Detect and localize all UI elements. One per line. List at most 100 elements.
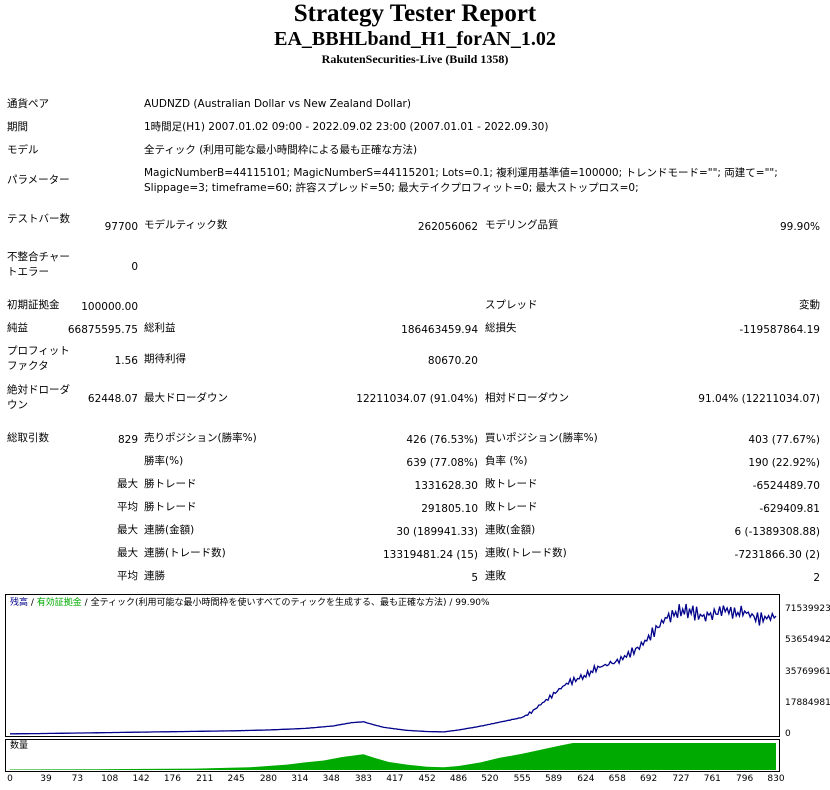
legend-separator: / <box>28 598 37 608</box>
consec-loss-amt-value: 6 (-1389308.88) <box>734 526 820 538</box>
max-dd-label: 最大ドローダウン <box>144 392 228 404</box>
avg-loss-value: -629409.81 <box>759 503 820 515</box>
x-tick-label: 280 <box>259 774 277 784</box>
abs-dd-label: 絶対ドローダウン <box>7 384 70 411</box>
mismatch-label: 不整合チャートエラー <box>7 251 70 278</box>
spread-label: スプレッド <box>485 299 538 311</box>
gross-profit-value: 186463459.94 <box>401 324 478 336</box>
symbol-value: AUDNZD (Australian Dollar vs New Zealand… <box>144 98 411 110</box>
server-build: RakutenSecurities-Live (Build 1358) <box>321 52 509 66</box>
ticks-label: モデルティック数 <box>144 219 228 231</box>
chart-legend: 残高 / 有効証拠金 / 全ティック(利用可能な最小時間枠を使いすべてのティック… <box>10 598 490 608</box>
gross-loss-value: -119587864.19 <box>739 324 820 336</box>
gross-profit-label: 総利益 <box>144 322 176 334</box>
x-tick-label: 142 <box>132 774 150 784</box>
net-label: 純益 <box>7 322 28 334</box>
rel-dd-label: 相対ドローダウン <box>485 392 569 404</box>
net-value: 66875595.75 <box>67 324 138 336</box>
x-tick-label: 348 <box>322 774 340 784</box>
model-value: 全ティック (利用可能な最小時間枠による最も正確な方法) <box>144 144 418 156</box>
x-tick-label: 692 <box>640 774 658 784</box>
largest-loss-value: -6524489.70 <box>752 480 820 492</box>
avg-win-value: 291805.10 <box>421 503 478 515</box>
consec-loss-amt-label: 連敗(金額) <box>485 524 536 536</box>
avg-consec-wins-label: 連勝 <box>144 570 165 582</box>
long-label: 買いポジション(勝率%) <box>485 432 598 444</box>
x-tick-label: 39 <box>40 774 52 784</box>
params-label: パラメーター <box>7 174 70 186</box>
largest-win-label: 勝トレード <box>144 478 197 490</box>
pf-value: 1.56 <box>114 355 138 367</box>
avg-consec-wins-value: 5 <box>471 572 478 584</box>
quality-label: モデリング品質 <box>485 219 559 231</box>
avg-label-2: 平均 <box>117 570 138 582</box>
symbol-label: 通貨ペア <box>7 98 49 110</box>
x-tick-label: 73 <box>71 774 84 784</box>
x-tick-label: 452 <box>418 774 436 784</box>
avg-loss-label: 敗トレード <box>485 501 538 513</box>
gross-loss-label: 総損失 <box>485 322 517 334</box>
x-tick-label: 314 <box>291 774 309 784</box>
expected-value: 80670.20 <box>427 355 478 367</box>
model-label: モデル <box>7 144 39 156</box>
avg-consec-loss-label: 連敗 <box>485 570 506 582</box>
x-tick-label: 830 <box>767 774 785 784</box>
legend-description: 全ティック(利用可能な最小時間枠を使いすべてのティックを生成する、最も正確な方法… <box>90 598 490 608</box>
pf-label: プロフィットファクタ <box>7 345 70 372</box>
x-tick-label: 658 <box>608 774 626 784</box>
avg-win-label: 勝トレード <box>144 501 197 513</box>
short-label: 売りポジション(勝率%) <box>144 432 257 444</box>
abs-dd-value: 62448.07 <box>87 393 138 405</box>
y-tick-label: 53654942 <box>785 635 830 646</box>
legend-separator-2: / <box>81 598 91 608</box>
volume-label: 数量 <box>10 741 29 751</box>
largest-win-value: 1331628.30 <box>414 480 478 492</box>
x-tick-label: 796 <box>736 774 754 784</box>
balance-line <box>10 603 777 735</box>
x-tick-label: 211 <box>196 774 214 784</box>
x-tick-label: 589 <box>544 774 563 784</box>
max-label-2: 最大 <box>117 524 138 536</box>
x-tick-label: 624 <box>577 774 595 784</box>
consec-wins-tr-value: 13319481.24 (15) <box>382 549 478 561</box>
bars-label: テストバー数 <box>7 213 70 225</box>
mismatch-value: 0 <box>131 261 138 273</box>
y-tick-label: 0 <box>785 729 791 739</box>
ticks-value: 262056062 <box>417 221 478 233</box>
consec-wins-tr-label: 連勝(トレード数) <box>144 547 226 559</box>
params-value: MagicNumberB=44115101; MagicNumberS=4411… <box>144 167 778 194</box>
expected-label: 期待利得 <box>144 353 186 365</box>
avg-label: 平均 <box>117 501 138 513</box>
period-value: 1時間足(H1) 2007.01.02 09:00 - 2022.09.02 2… <box>144 121 549 133</box>
losspct-value: 190 (22.92%) <box>748 457 820 469</box>
spread-value: 変動 <box>799 299 820 311</box>
max-label-3: 最大 <box>117 547 138 559</box>
x-tick-label: 727 <box>672 774 690 784</box>
trades-value: 829 <box>117 434 138 446</box>
x-tick-label: 176 <box>163 774 182 784</box>
y-tick-label: 17884981 <box>785 697 830 708</box>
consec-loss-tr-label: 連敗(トレード数) <box>485 547 567 559</box>
max-dd-value: 12211034.07 (91.04%) <box>356 393 478 405</box>
largest-loss-label: 敗トレード <box>485 478 538 490</box>
short-value: 426 (76.53%) <box>406 434 478 446</box>
long-value: 403 (77.67%) <box>748 434 820 446</box>
x-tick-label: 383 <box>354 774 373 784</box>
consec-loss-tr-value: -7231866.30 (2) <box>734 549 820 561</box>
losspct-label: 負率 (%) <box>485 455 528 467</box>
x-tick-label: 0 <box>7 774 13 784</box>
report-title: Strategy Tester Report <box>293 0 537 27</box>
legend-equity: 有効証拠金 <box>36 598 82 608</box>
balance-chart-frame <box>5 594 780 737</box>
avg-consec-loss-value: 2 <box>813 572 820 584</box>
consec-wins-amt-label: 連勝(金額) <box>144 524 195 536</box>
rel-dd-value: 91.04% (12211034.07) <box>698 393 820 405</box>
deposit-value: 100000.00 <box>81 301 138 313</box>
deposit-label: 初期証拠金 <box>7 299 60 311</box>
y-tick-label: 71539923 <box>785 604 830 614</box>
x-tick-label: 245 <box>227 774 245 784</box>
trades-label: 総取引数 <box>7 432 49 444</box>
x-tick-label: 520 <box>481 774 499 784</box>
x-tick-label: 555 <box>513 774 531 784</box>
